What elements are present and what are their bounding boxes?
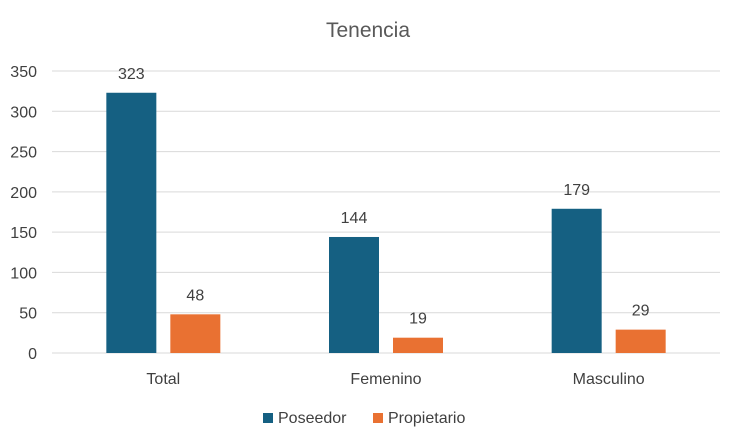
bar-propietario-total (170, 314, 221, 353)
legend: Poseedor Propietario (263, 410, 465, 427)
bar-poseedor-femenino (329, 236, 379, 353)
legend-item-poseedor: Poseedor (263, 410, 347, 427)
gridlines (52, 70, 720, 354)
bars (106, 92, 666, 354)
y-tick-label: 100 (10, 265, 37, 282)
data-label: 48 (186, 287, 204, 304)
bar-poseedor-masculino (551, 208, 602, 353)
y-tick-label: 200 (10, 185, 37, 202)
data-label: 144 (341, 210, 368, 227)
bar-propietario-masculino (615, 329, 666, 353)
y-axis-ticks: 0 50 100 150 200 250 300 350 (10, 64, 37, 363)
data-labels: 323 48 144 19 179 29 (118, 66, 650, 328)
y-tick-label: 50 (19, 306, 37, 323)
x-tick-label: Masculino (573, 371, 645, 388)
data-label: 179 (563, 182, 590, 199)
legend-label: Propietario (388, 410, 465, 427)
y-tick-label: 300 (10, 104, 37, 121)
y-tick-label: 250 (10, 145, 37, 162)
legend-swatch (263, 413, 273, 423)
legend-item-propietario: Propietario (373, 410, 465, 427)
bar-poseedor-total (106, 92, 157, 354)
y-tick-label: 0 (28, 346, 37, 363)
data-label: 19 (409, 311, 427, 328)
data-label: 29 (632, 303, 650, 320)
y-tick-label: 350 (10, 64, 37, 81)
x-axis-ticks: Total Femenino Masculino (146, 371, 644, 388)
bar-propietario-femenino (393, 337, 443, 353)
x-tick-label: Femenino (350, 371, 421, 388)
data-label: 323 (118, 66, 145, 83)
chart-title: Tenencia (326, 19, 410, 42)
y-tick-label: 150 (10, 225, 37, 242)
legend-label: Poseedor (278, 410, 347, 427)
legend-swatch (373, 413, 383, 423)
x-tick-label: Total (146, 371, 180, 388)
